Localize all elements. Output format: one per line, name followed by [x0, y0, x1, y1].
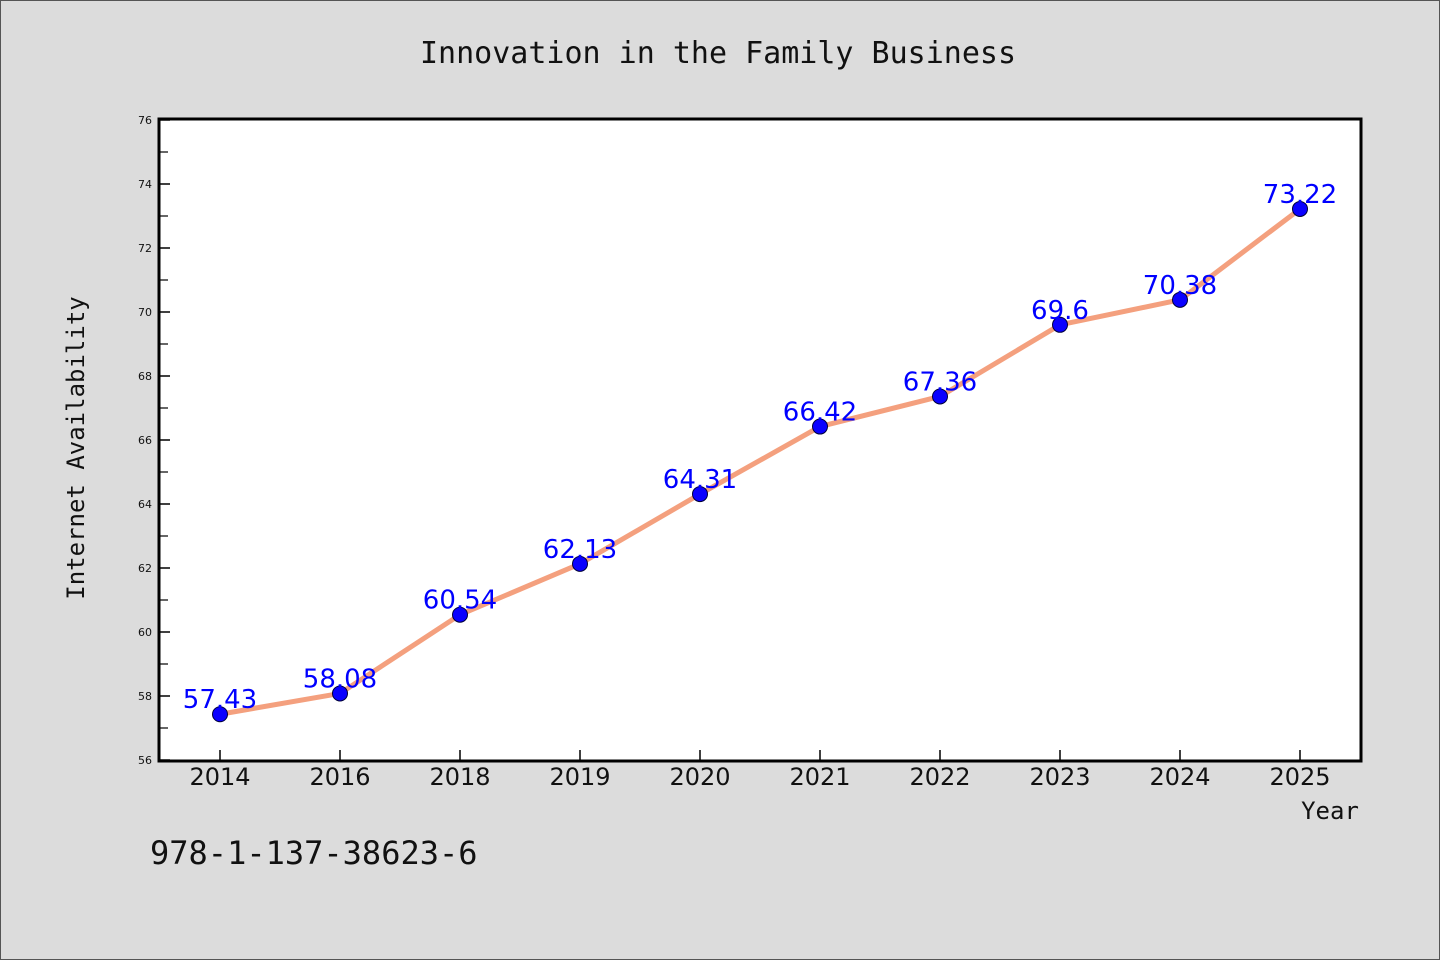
x-tick-label: 2021 [789, 763, 850, 791]
data-label: 62.13 [543, 535, 617, 565]
data-point [932, 388, 948, 405]
x-tick-label: 2019 [549, 763, 610, 791]
y-tick-label: 62 [138, 562, 152, 575]
y-tick-label: 58 [138, 690, 152, 703]
y-tick-label: 60 [138, 626, 152, 639]
x-tick-label: 2023 [1029, 763, 1090, 791]
data-point [1292, 200, 1308, 217]
data-point [812, 418, 828, 435]
data-label: 60.54 [423, 586, 497, 616]
x-tick-label: 2014 [189, 763, 250, 791]
x-tick-label: 2016 [309, 763, 370, 791]
series-line [217, 206, 1303, 717]
data-point [572, 555, 588, 572]
data-label: 70.38 [1143, 271, 1217, 301]
x-axis: 2014 2016 2018 2019 2020 2021 2022 2023 2024 2025 [189, 750, 1331, 791]
y-axis-label: Internet Availability [62, 296, 90, 599]
data-label: 67.36 [903, 367, 977, 397]
data-point [212, 706, 228, 723]
x-tick-label: 2024 [1149, 763, 1210, 791]
y-tick-label: 56 [138, 754, 152, 767]
plot-area [157, 117, 1363, 763]
series-markers [212, 200, 1308, 723]
data-label: 64.31 [663, 465, 737, 495]
x-tick-label: 2020 [669, 763, 730, 791]
y-axis: 56 58 60 62 64 66 68 70 72 74 76 [138, 114, 170, 767]
isbn-text: 978-1-137-38623-6 [150, 834, 478, 872]
x-tick-label: 2022 [909, 763, 970, 791]
y-tick-label: 74 [138, 178, 152, 191]
y-tick-label: 70 [138, 306, 152, 319]
data-point [1172, 291, 1188, 308]
y-tick-label: 64 [138, 498, 152, 511]
x-axis-label: Year [1301, 797, 1359, 825]
y-tick-label: 72 [138, 242, 152, 255]
y-tick-label: 68 [138, 370, 152, 383]
data-point [332, 685, 348, 702]
data-label: 73.22 [1263, 180, 1337, 210]
x-tick-label: 2025 [1269, 763, 1330, 791]
x-tick-label: 2018 [429, 763, 490, 791]
chart-title: Innovation in the Family Business [420, 36, 1016, 71]
data-label: 66.42 [783, 398, 857, 428]
data-labels: 57.43 58.08 60.54 62.13 64.31 66.42 67.36 69.6 7… [183, 180, 1337, 715]
data-point [1052, 316, 1068, 333]
data-label: 58.08 [303, 664, 377, 694]
y-tick-label: 66 [138, 434, 152, 447]
y-tick-label: 76 [138, 114, 152, 127]
data-label: 69.6 [1031, 296, 1089, 326]
data-point [692, 486, 708, 503]
data-point [452, 606, 468, 623]
data-label: 57.43 [183, 685, 257, 715]
